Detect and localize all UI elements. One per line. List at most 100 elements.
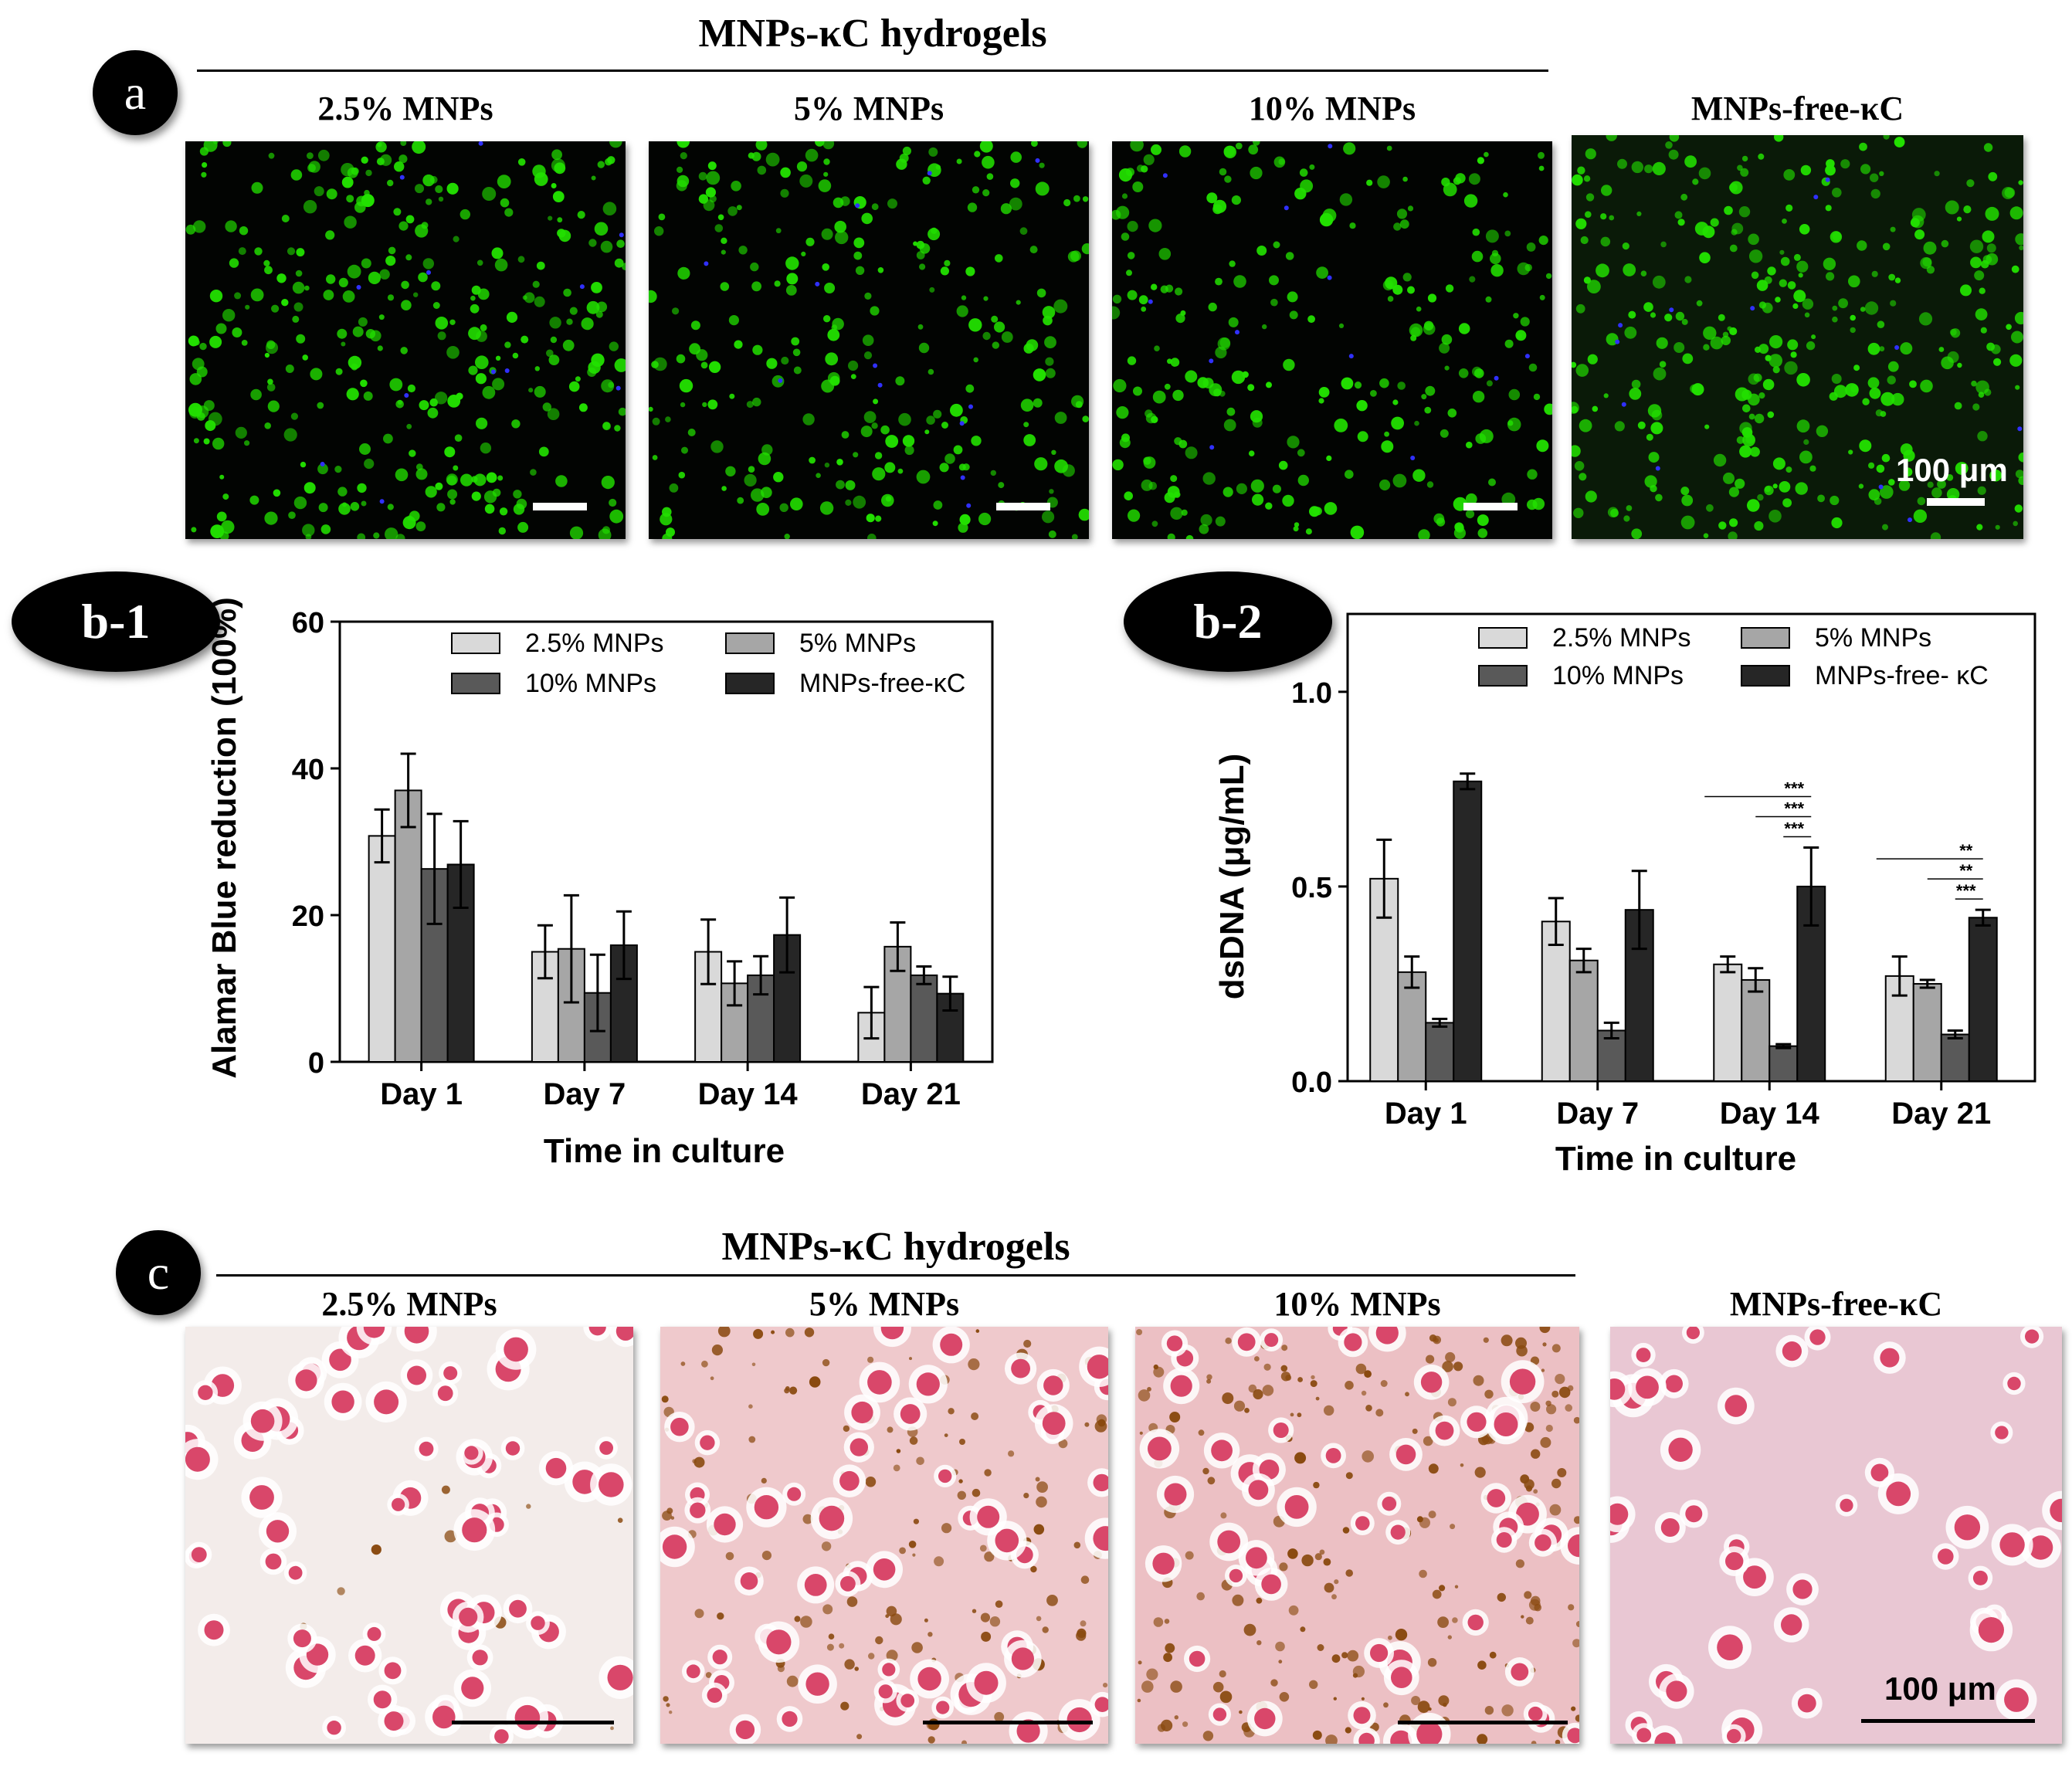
cell-dot — [360, 379, 368, 388]
cell-dot — [1206, 192, 1218, 204]
mnp-aggregate — [1545, 1400, 1551, 1406]
mnp-aggregate — [896, 1449, 901, 1453]
cell-dot — [551, 158, 565, 173]
histology-image-5 — [660, 1327, 1108, 1744]
cell-dot — [1779, 481, 1791, 493]
cell-dot — [1158, 248, 1172, 260]
mnp-aggregate — [1310, 1380, 1317, 1388]
cell-dot — [238, 247, 246, 256]
cell-dot — [1596, 263, 1609, 278]
cell-dot — [1890, 226, 1896, 232]
panel-c-col-title: 5% MNPs — [809, 1285, 960, 1323]
cell-dot — [680, 402, 686, 408]
legend-swatch — [725, 673, 775, 694]
mnp-aggregate — [1546, 1404, 1557, 1415]
cell-dot — [438, 196, 444, 202]
cell-dot — [281, 299, 289, 307]
legend-swatch — [451, 632, 500, 654]
mnp-aggregate — [1565, 1404, 1572, 1412]
chondrocyte — [1217, 1530, 1241, 1554]
mnp-aggregate — [1571, 1706, 1576, 1711]
mnp-aggregate — [1383, 1702, 1389, 1708]
chondrocyte — [443, 1366, 458, 1381]
cell-dot — [1474, 368, 1484, 378]
panel-a-group-line — [197, 70, 1548, 72]
cell-dot — [1946, 474, 1954, 481]
cell-dot — [1780, 256, 1790, 266]
chondrocyte — [1954, 1514, 1981, 1541]
mnp-aggregate — [822, 1358, 830, 1367]
chondrocyte — [384, 1711, 404, 1731]
chondrocyte — [839, 1470, 860, 1491]
cell-dot — [212, 437, 225, 450]
chondrocyte — [712, 1650, 727, 1665]
cell-dot — [1887, 361, 1899, 372]
cell-dot — [1832, 231, 1842, 241]
cell-dot — [1721, 335, 1731, 346]
bar — [1568, 959, 1599, 1083]
y-tick-label: 20 — [292, 900, 324, 933]
chondrocyte — [1995, 1426, 2009, 1439]
nucleus-dot — [1618, 323, 1623, 328]
chondrocyte — [1229, 1568, 1243, 1583]
cell-dot — [728, 315, 739, 326]
legend-label: 5% MNPs — [799, 629, 916, 658]
cell-dot — [475, 355, 489, 370]
mnp-aggregate — [748, 1404, 753, 1409]
cell-dot — [1887, 375, 1896, 385]
cell-dot — [978, 512, 992, 526]
histology-image-free: 100 μm — [1610, 1327, 2062, 1744]
cell-dot — [595, 310, 603, 318]
cell-dot — [191, 527, 197, 533]
cell-dot — [867, 534, 877, 539]
cell-dot — [473, 473, 487, 487]
cell-dot — [497, 475, 504, 481]
cell-dot — [511, 419, 521, 429]
cell-dot — [1803, 439, 1809, 445]
chondrocyte — [1880, 1348, 1900, 1368]
cell-dot — [919, 243, 931, 254]
plot-frame — [1346, 612, 2036, 1083]
bar — [1425, 1022, 1455, 1082]
cell-dot — [1145, 412, 1157, 424]
mnp-aggregate — [1169, 1412, 1181, 1422]
cell-dot — [225, 220, 237, 232]
cell-dot — [1053, 299, 1068, 314]
cell-dot — [2013, 520, 2018, 527]
cell-dot — [1042, 510, 1055, 524]
mnp-aggregate — [1212, 1681, 1224, 1693]
cell-dot — [1741, 389, 1752, 400]
cell-dot — [1691, 383, 1704, 396]
cell-dot — [791, 337, 800, 346]
chondrocyte — [995, 1528, 1019, 1553]
cell-dot — [1656, 337, 1668, 349]
mnp-aggregate — [1573, 1416, 1579, 1424]
cell-dot — [1742, 404, 1751, 413]
cell-dot — [1986, 342, 1995, 351]
cell-dot — [1508, 388, 1521, 401]
panel-b1-label: b-1 — [12, 571, 220, 672]
cell-dot — [731, 181, 741, 192]
cell-dot — [1082, 196, 1089, 202]
cell-dot — [1520, 317, 1530, 327]
mnp-aggregate — [1146, 1668, 1158, 1680]
chondrocyte — [1568, 1534, 1579, 1558]
cell-dot — [815, 141, 825, 147]
cell-dot — [597, 161, 605, 168]
chondrocyte — [2028, 1535, 2053, 1560]
cell-dot — [276, 273, 287, 283]
chondrocyte — [1972, 1570, 1988, 1585]
cell-dot — [318, 503, 328, 513]
mnp-aggregate — [1280, 1365, 1288, 1372]
cell-dot — [1756, 280, 1768, 291]
cell-dot — [824, 463, 830, 468]
mnp-aggregate — [666, 1703, 670, 1707]
mnp-aggregate — [1342, 1527, 1350, 1534]
cell-dot — [1723, 472, 1735, 484]
cell-dot — [385, 256, 396, 266]
cell-dot — [1862, 398, 1870, 405]
cell-dot — [1845, 383, 1859, 397]
mnp-aggregate — [1388, 1635, 1392, 1640]
cell-dot — [1000, 203, 1012, 215]
cell-dot — [1112, 459, 1124, 471]
